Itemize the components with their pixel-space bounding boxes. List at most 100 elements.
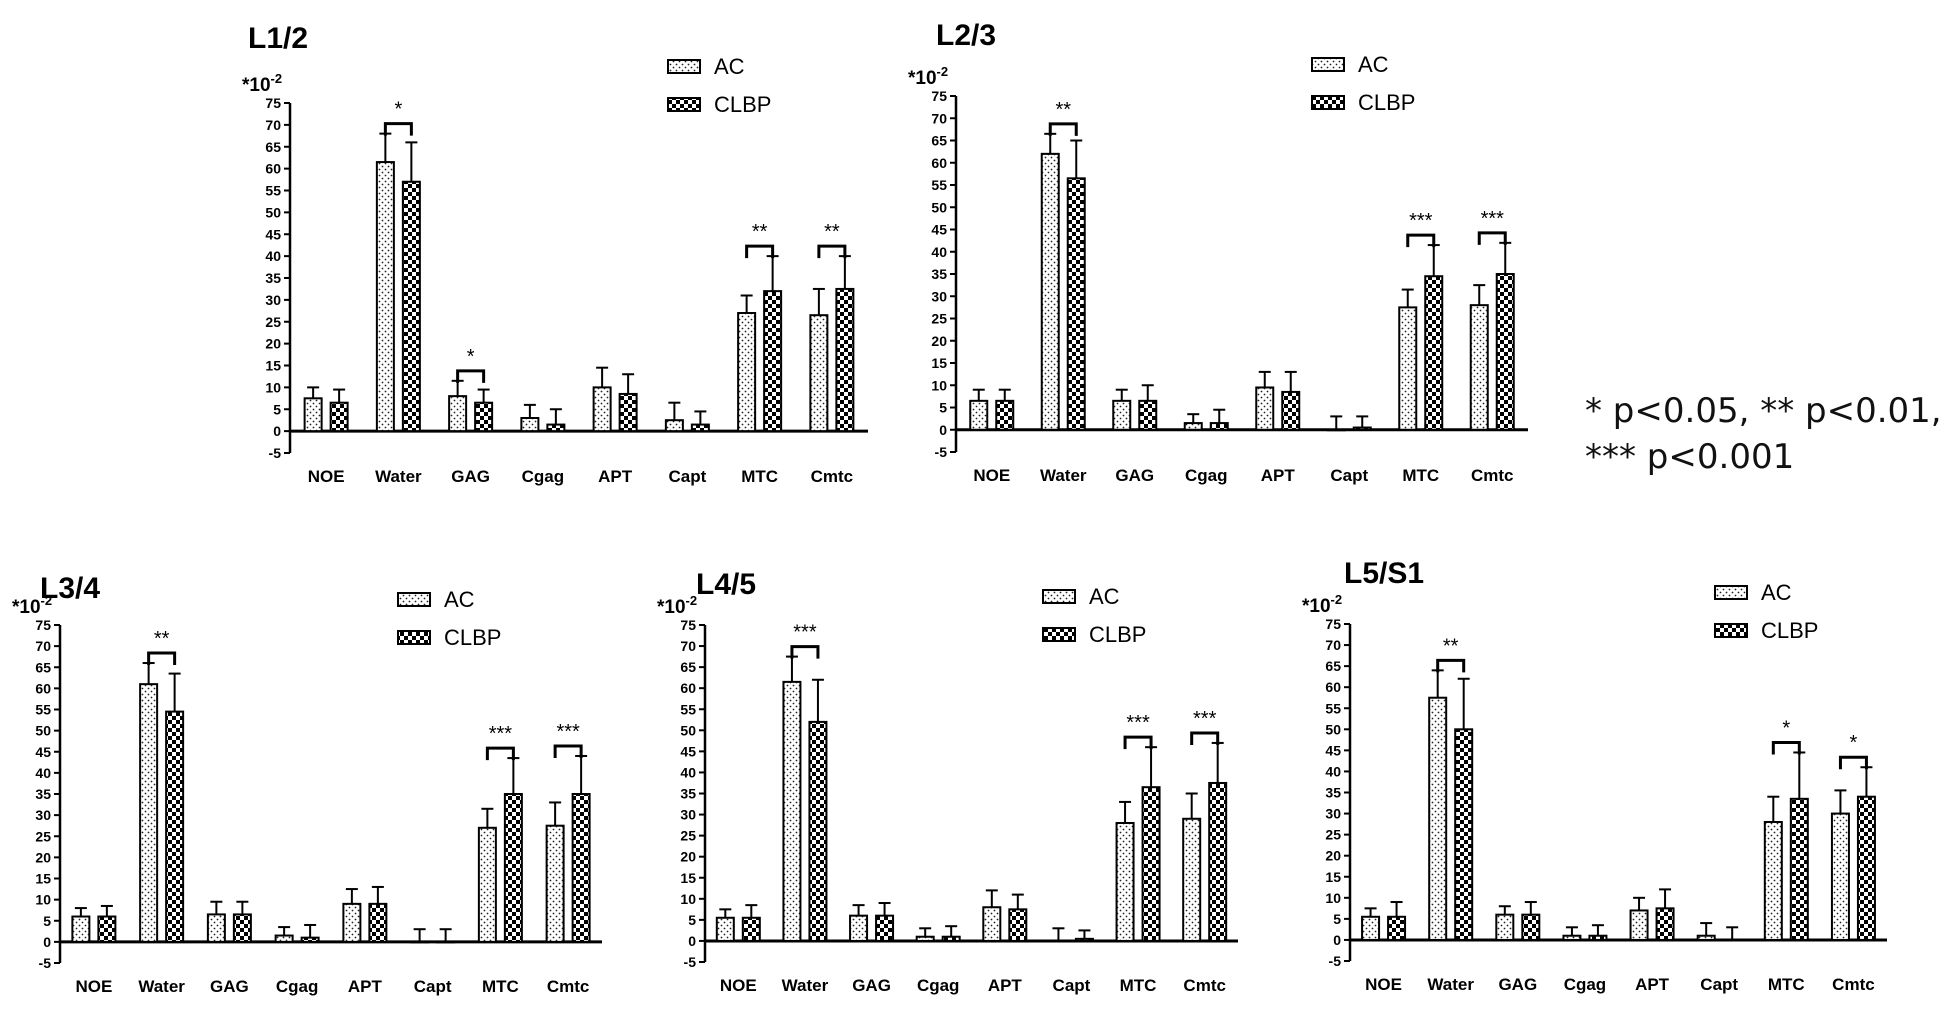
panel-l5-s1: L5/S1*10-2 -5 0 5 10 15 20 25 30 35 40 45 50 55 60 65 70…	[1302, 557, 1887, 994]
x-tick-label: Cmtc	[1832, 975, 1875, 994]
x-tick-label: APT	[348, 977, 383, 996]
significance-bracket	[1436, 658, 1466, 673]
legend-label-clbp: CLBP	[1358, 90, 1415, 115]
significance-label: *	[394, 99, 402, 121]
bar-ac-cgag	[1183, 422, 1203, 431]
significance-label: **	[154, 628, 170, 650]
y-tick-label: 60	[1325, 679, 1341, 695]
y-tick-label: 35	[680, 786, 696, 802]
x-tick-label: Cgag	[522, 467, 565, 486]
bar-clbp-noe	[995, 399, 1015, 431]
bar-ac-apt	[1255, 386, 1275, 431]
significance-label: *	[467, 346, 475, 368]
bar-ac-water	[782, 680, 802, 942]
bar-clbp-capt	[690, 423, 710, 433]
bar-ac-capt	[1048, 939, 1068, 943]
bar-clbp-cgag	[1209, 422, 1229, 431]
y-tick-label: 10	[265, 379, 281, 395]
x-tick-label: APT	[1261, 466, 1296, 485]
bar-clbp-gag	[1138, 399, 1158, 431]
significance-label: **	[824, 221, 840, 243]
bar-clbp-apt	[368, 902, 388, 943]
bar-ac-cmtc	[1830, 812, 1850, 941]
x-tick-label: GAG	[451, 467, 490, 486]
y-tick-label: 0	[273, 423, 281, 439]
y-tick-label: 70	[35, 638, 51, 654]
y-tick-label: 55	[35, 702, 51, 718]
bar-clbp-gag	[1521, 913, 1541, 941]
chart-title: L2/3	[936, 19, 996, 52]
legend-label-clbp: CLBP	[444, 625, 501, 650]
panel-l4-5: L4/5*10-2 -5 0 5 10 15 20 25 30 35 40 45 50 55 60 65 70 7…	[657, 568, 1238, 995]
bar-ac-water	[1428, 696, 1448, 941]
significance-label: *	[1782, 717, 1790, 739]
legend-swatch-ac	[1714, 585, 1748, 600]
y-tick-label: 0	[43, 934, 51, 950]
significance-bracket	[1406, 233, 1436, 248]
panel-l2-3: L2/3 *10-2 -5 0 5 10 15 20 25 30 35 40 45 50 55 60 65 70 7…	[908, 19, 1528, 485]
x-tick-label: Water	[782, 976, 829, 995]
x-tick-label: NOE	[75, 977, 112, 996]
bar-ac-cmtc	[1182, 817, 1202, 942]
y-tick-label: 50	[931, 199, 947, 215]
y-tick-label: 40	[265, 248, 281, 264]
x-tick-label: Water	[1040, 466, 1087, 485]
bar-ac-capt	[1696, 934, 1716, 941]
bar-ac-noe	[1361, 915, 1381, 941]
bar-ac-noe	[71, 915, 91, 943]
y-tick-label: 10	[1325, 890, 1341, 906]
y-tick-label: 50	[680, 722, 696, 738]
y-scale-label: *10-2	[657, 593, 697, 618]
y-tick-label: 35	[1325, 785, 1341, 801]
legend-swatch-ac	[1311, 57, 1345, 72]
legend-swatch-ac	[1042, 589, 1076, 604]
chart-title: L4/5	[696, 568, 756, 601]
significance-label: ***	[1193, 708, 1217, 730]
x-tick-label: Capt	[414, 977, 452, 996]
bar-clbp-mtc	[1789, 797, 1809, 941]
bar-clbp-cgag	[941, 935, 961, 942]
significance-bracket	[1048, 122, 1078, 136]
bar-clbp-water	[165, 710, 185, 943]
y-scale-label: *10-2	[908, 64, 948, 89]
x-tick-label: Cgag	[917, 976, 960, 995]
significance-label: ***	[1409, 210, 1433, 232]
bar-clbp-mtc	[1141, 786, 1161, 942]
x-tick-label: NOE	[720, 976, 757, 995]
bar-clbp-mtc	[1424, 275, 1444, 431]
x-tick-label: Cmtc	[1183, 976, 1226, 995]
bar-clbp-apt	[1281, 390, 1301, 431]
x-tick-label: APT	[988, 976, 1023, 995]
y-tick-label: 15	[680, 870, 696, 886]
y-tick-label: 70	[680, 638, 696, 654]
bar-ac-cgag	[274, 934, 294, 943]
significance-bracket	[553, 744, 583, 758]
y-tick-label: 25	[35, 828, 51, 844]
significance-label: **	[752, 221, 768, 243]
y-tick-label: 65	[931, 133, 947, 149]
y-tick-label: 20	[265, 336, 281, 352]
x-tick-label: Cgag	[276, 977, 319, 996]
bar-clbp-cgag	[300, 936, 320, 943]
significance-bracket	[790, 645, 820, 659]
significance-bracket	[485, 746, 515, 761]
y-tick-label: 0	[939, 422, 947, 438]
bar-ac-water	[375, 161, 395, 433]
y-tick-label: 0	[1333, 932, 1341, 948]
bar-clbp-gag	[875, 914, 895, 942]
significance-bracket	[745, 244, 775, 259]
significance-label: ***	[1126, 712, 1150, 734]
y-tick-label: 45	[35, 744, 51, 760]
bar-ac-cgag	[1562, 934, 1582, 941]
significance-bracket	[1838, 755, 1868, 770]
x-tick-label: MTC	[1120, 976, 1157, 995]
y-tick-label: -5	[935, 444, 948, 460]
y-tick-label: 0	[688, 933, 696, 949]
bar-clbp-water	[808, 720, 828, 942]
y-scale-label: *10-2	[12, 593, 52, 618]
bar-clbp-capt	[436, 940, 456, 944]
y-tick-label: 20	[1325, 848, 1341, 864]
y-tick-label: 20	[931, 333, 947, 349]
y-tick-label: 35	[265, 270, 281, 286]
